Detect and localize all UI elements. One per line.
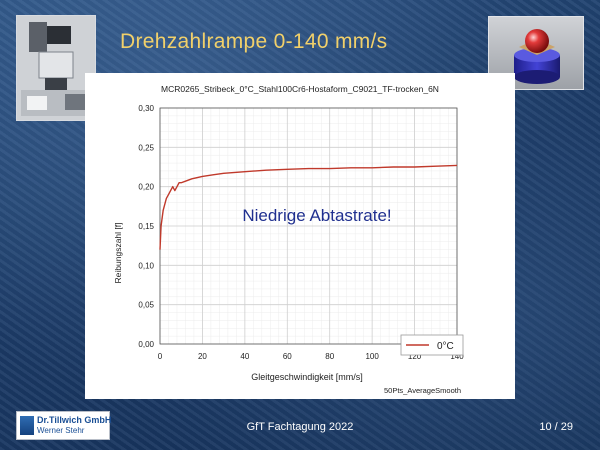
chart-footnote: 50Pts_AverageSmooth [384,386,461,395]
y-tick-label: 0,10 [138,261,154,270]
logo-person-name: Werner Stehr [37,426,85,435]
x-axis-label: Gleitgeschwindigkeit [mm/s] [251,372,363,382]
slide-footer: GfT Fachtagung 2022 [246,421,354,433]
y-axis-label: Reibungszahl [f] [113,223,123,284]
x-tick-label: 80 [325,352,334,361]
friction-chart: 0 20 40 60 80 100 120 140 0,00 0,05 0,10 0,15 0,20 0,… [85,73,515,399]
x-tick-label: 60 [283,352,292,361]
y-tick-label: 0,20 [138,183,154,192]
series-line [159,164,458,250]
x-tick-label: 100 [365,352,379,361]
y-tick-label: 0,05 [138,301,154,310]
machine-photo [16,15,96,121]
plot-frame [159,107,458,345]
legend-label: 0°C [437,341,454,352]
page-number: 10 / 29 [539,421,573,433]
y-tick-label: 0,00 [138,340,154,349]
x-tick-label: 20 [198,352,207,361]
chart-title: MCR0265_Stribeck_0°C_Stahl100Cr6-Hostafo… [161,84,439,94]
x-tick-label: 40 [240,352,249,361]
chart-annotation: Niedrige Abtastrate! [242,206,391,225]
y-tick-label: 0,15 [138,222,154,231]
logo-company-name: Dr.Tillwich GmbH [37,415,112,425]
chart-legend: 0°C [400,334,464,356]
x-tick-label: 140 [450,352,464,361]
logo-mark-icon [20,416,34,435]
chart-canvas: 0 20 40 60 80 100 120 140 0,00 0,05 0,10 0,15 0,20 0,… [113,84,464,395]
y-tick-label: 0,30 [138,104,154,113]
y-tick-label: 0,25 [138,143,154,152]
x-tick-label: 0 [158,352,163,361]
company-logo: Dr.Tillwich GmbH Werner Stehr [16,411,112,440]
x-tick-label: 120 [408,352,422,361]
slide-title: Drehzahlrampe 0-140 mm/s [120,30,388,53]
